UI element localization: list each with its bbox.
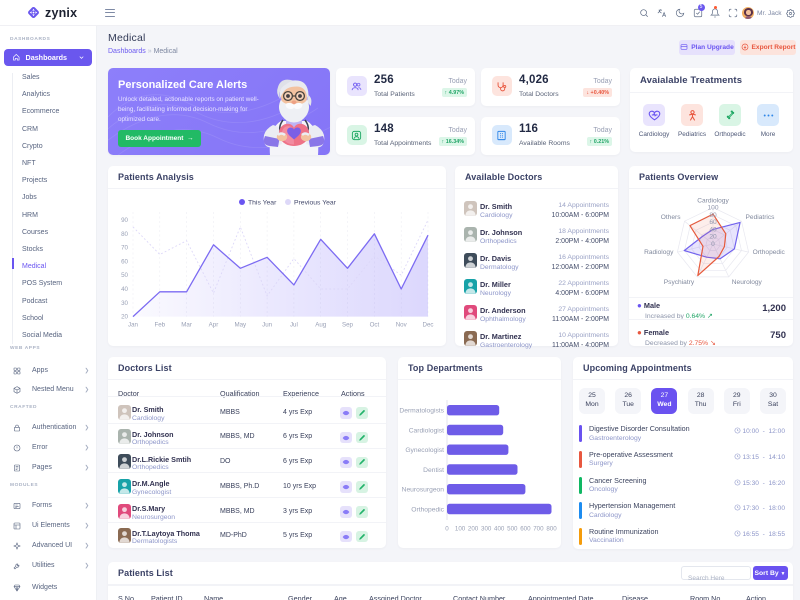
svg-text:May: May bbox=[234, 322, 247, 329]
svg-text:Dermatologists: Dermatologists bbox=[399, 408, 444, 415]
svg-text:Jun: Jun bbox=[262, 322, 273, 329]
svg-text:Pediatrics: Pediatrics bbox=[746, 214, 776, 221]
svg-text:400: 400 bbox=[494, 526, 505, 533]
svg-text:60: 60 bbox=[709, 219, 717, 226]
svg-text:80: 80 bbox=[121, 231, 128, 238]
svg-text:200: 200 bbox=[468, 526, 479, 533]
svg-text:Previous Year: Previous Year bbox=[294, 200, 337, 207]
svg-text:Others: Others bbox=[661, 214, 681, 221]
svg-text:Cardiology: Cardiology bbox=[697, 198, 729, 205]
svg-text:0: 0 bbox=[711, 241, 715, 248]
svg-text:800: 800 bbox=[546, 526, 557, 533]
svg-text:20: 20 bbox=[121, 314, 128, 321]
svg-text:Radiology: Radiology bbox=[644, 249, 674, 256]
svg-text:90: 90 bbox=[121, 217, 128, 224]
svg-text:Jan: Jan bbox=[128, 322, 139, 329]
svg-text:Psychiatry: Psychiatry bbox=[664, 279, 695, 286]
svg-text:Oct: Oct bbox=[370, 322, 380, 329]
svg-text:600: 600 bbox=[520, 526, 531, 533]
svg-text:Gynecologist: Gynecologist bbox=[405, 447, 444, 454]
svg-text:500: 500 bbox=[507, 526, 518, 533]
svg-text:60: 60 bbox=[121, 258, 128, 265]
svg-text:40: 40 bbox=[121, 286, 128, 293]
svg-text:70: 70 bbox=[121, 245, 128, 252]
svg-text:100: 100 bbox=[707, 205, 718, 212]
svg-text:80: 80 bbox=[709, 212, 717, 219]
svg-text:Jul: Jul bbox=[290, 322, 298, 329]
svg-text:Orthopedic: Orthopedic bbox=[753, 249, 786, 256]
svg-text:Apr: Apr bbox=[209, 322, 219, 329]
svg-text:Nov: Nov bbox=[396, 322, 408, 329]
svg-text:Mar: Mar bbox=[181, 322, 192, 329]
svg-text:Cardiologist: Cardiologist bbox=[409, 427, 444, 434]
svg-text:40: 40 bbox=[709, 226, 717, 233]
svg-text:0: 0 bbox=[445, 526, 449, 533]
svg-text:Neurology: Neurology bbox=[732, 279, 763, 286]
svg-text:Aug: Aug bbox=[315, 322, 327, 329]
svg-text:Feb: Feb bbox=[154, 322, 165, 329]
svg-text:30: 30 bbox=[121, 300, 128, 307]
svg-text:Dec: Dec bbox=[422, 322, 433, 329]
svg-text:Dentist: Dentist bbox=[423, 467, 444, 474]
svg-text:700: 700 bbox=[533, 526, 544, 533]
svg-text:20: 20 bbox=[709, 234, 717, 241]
svg-text:100: 100 bbox=[455, 526, 466, 533]
svg-text:Orthopedic: Orthopedic bbox=[411, 506, 444, 513]
svg-text:Sep: Sep bbox=[342, 322, 354, 329]
svg-text:This Year: This Year bbox=[248, 200, 277, 207]
svg-text:50: 50 bbox=[121, 272, 128, 279]
svg-text:300: 300 bbox=[481, 526, 492, 533]
svg-text:Neurosurgeon: Neurosurgeon bbox=[402, 487, 445, 494]
